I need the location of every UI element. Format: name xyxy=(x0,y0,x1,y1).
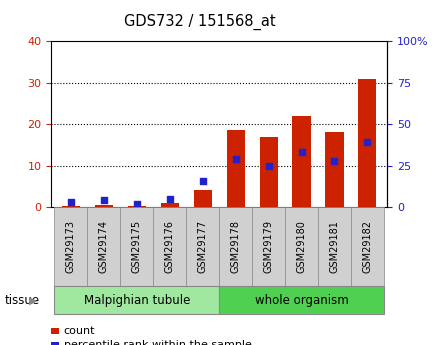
Bar xyxy=(325,132,344,207)
Text: count: count xyxy=(64,326,95,336)
Point xyxy=(298,150,305,155)
Bar xyxy=(292,116,311,207)
Bar xyxy=(95,205,113,207)
Text: GDS732 / 151568_at: GDS732 / 151568_at xyxy=(125,14,276,30)
Point xyxy=(331,158,338,164)
Text: GSM29176: GSM29176 xyxy=(165,220,175,273)
Point xyxy=(100,198,107,203)
Text: percentile rank within the sample: percentile rank within the sample xyxy=(64,340,251,345)
Bar xyxy=(62,206,80,207)
Text: whole organism: whole organism xyxy=(255,294,348,307)
Point xyxy=(199,178,206,183)
Point xyxy=(265,163,272,168)
Text: GSM29177: GSM29177 xyxy=(198,220,208,273)
Text: GSM29173: GSM29173 xyxy=(66,220,76,273)
Text: GSM29175: GSM29175 xyxy=(132,220,142,273)
Text: GSM29179: GSM29179 xyxy=(263,220,274,273)
Point xyxy=(364,140,371,145)
Point xyxy=(232,156,239,162)
Bar xyxy=(227,130,245,207)
Bar xyxy=(194,190,212,207)
Text: GSM29174: GSM29174 xyxy=(99,220,109,273)
Point xyxy=(67,199,74,205)
Bar xyxy=(358,79,376,207)
Text: ▶: ▶ xyxy=(29,295,38,305)
Text: GSM29178: GSM29178 xyxy=(231,220,241,273)
Point xyxy=(166,196,173,201)
Text: tissue: tissue xyxy=(4,294,40,307)
Bar xyxy=(259,137,278,207)
Bar xyxy=(128,206,146,207)
Text: GSM29181: GSM29181 xyxy=(329,220,340,273)
Point xyxy=(133,201,140,206)
Text: GSM29182: GSM29182 xyxy=(362,220,372,273)
Text: GSM29180: GSM29180 xyxy=(296,220,307,273)
Text: Malpighian tubule: Malpighian tubule xyxy=(84,294,190,307)
Bar xyxy=(161,203,179,207)
